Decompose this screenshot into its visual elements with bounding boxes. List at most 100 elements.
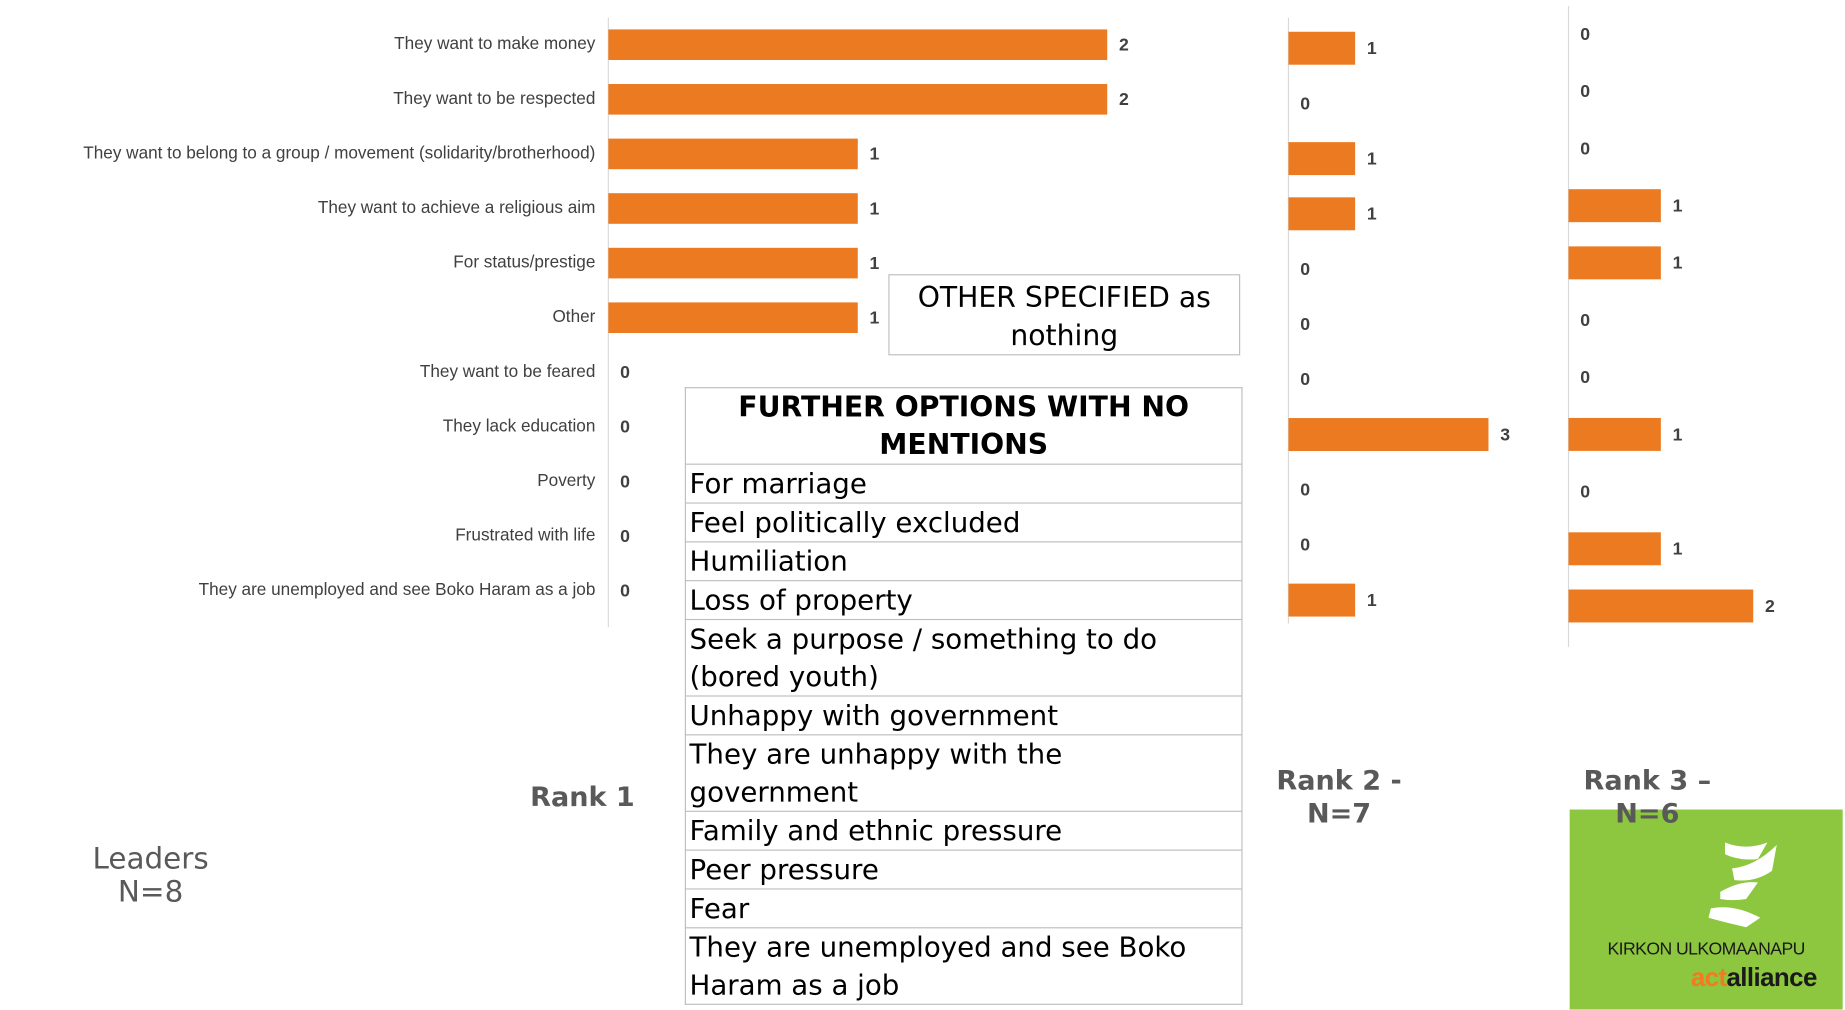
table-cell: Humiliation bbox=[684, 541, 1243, 582]
bar bbox=[1288, 197, 1356, 231]
value-label: 1 bbox=[1367, 590, 1377, 610]
logo-act: act bbox=[1690, 962, 1727, 992]
value-label: 0 bbox=[1580, 481, 1590, 501]
bar bbox=[608, 29, 1108, 61]
rank-label: Rank 3 – N=6 bbox=[1565, 765, 1730, 831]
rank-line: Rank 2 - bbox=[1276, 766, 1402, 797]
category-label: Poverty bbox=[537, 470, 596, 490]
bar bbox=[1568, 589, 1754, 623]
table-cell: Loss of property bbox=[684, 580, 1243, 621]
table-row: Humiliation bbox=[684, 541, 1243, 582]
table-cell: For marriage bbox=[684, 463, 1243, 504]
table-cell: Peer pressure bbox=[684, 849, 1243, 890]
bar bbox=[608, 138, 858, 170]
value-label: 0 bbox=[1300, 535, 1310, 555]
table-row: Feel politically excluded bbox=[684, 502, 1243, 543]
table-row: For marriage bbox=[684, 463, 1243, 504]
logo-text: KIRKON ULKOMAANAPU bbox=[1607, 938, 1805, 959]
value-label: 1 bbox=[1367, 38, 1377, 58]
value-label: 0 bbox=[1580, 138, 1590, 158]
table-body: For marriage Feel politically excluded Hum… bbox=[684, 463, 1243, 1005]
table-cell: Feel politically excluded bbox=[684, 502, 1243, 543]
table-header-row: FURTHER OPTIONS WITH NO MENTIONS bbox=[684, 387, 1243, 465]
value-label: 1 bbox=[870, 198, 880, 218]
table-cell: They are unemployed and see Boko Haram a… bbox=[684, 927, 1243, 1005]
category-label: They lack education bbox=[443, 415, 596, 435]
value-label: 0 bbox=[1300, 369, 1310, 389]
value-label: 1 bbox=[1673, 539, 1683, 559]
logo-text: actalliance bbox=[1690, 962, 1818, 994]
bar bbox=[1288, 418, 1489, 452]
table-cell: Seek a purpose / something to do (bored … bbox=[684, 618, 1243, 697]
value-label: 1 bbox=[1367, 204, 1377, 224]
category-label: They want to make money bbox=[394, 33, 596, 53]
value-label: 2 bbox=[1119, 35, 1129, 55]
other-note: OTHER SPECIFIED as nothing bbox=[888, 274, 1241, 356]
table-row: Fear bbox=[684, 888, 1243, 929]
value-label: 0 bbox=[1300, 480, 1310, 500]
category-label: They want to achieve a religious aim bbox=[318, 197, 596, 217]
category-label: Frustrated with life bbox=[455, 525, 595, 545]
logo-icon bbox=[1708, 842, 1777, 928]
bar bbox=[1568, 189, 1661, 223]
value-label: 1 bbox=[870, 308, 880, 328]
table-row: Family and ethnic pressure bbox=[684, 810, 1243, 851]
value-label: 1 bbox=[1673, 253, 1683, 273]
value-label: 2 bbox=[1765, 596, 1775, 616]
category-label: They want to be feared bbox=[420, 361, 595, 381]
value-label: 1 bbox=[1367, 148, 1377, 168]
value-label: 2 bbox=[1119, 89, 1129, 109]
value-label: 0 bbox=[1580, 81, 1590, 101]
bar bbox=[608, 302, 858, 333]
table-cell: They are unhappy with the government bbox=[684, 734, 1243, 812]
value-label: 0 bbox=[1580, 367, 1590, 387]
value-label: 0 bbox=[1300, 93, 1310, 113]
bar bbox=[1568, 532, 1661, 566]
leaders-label: Leaders N=8 bbox=[68, 842, 233, 908]
table-row: Loss of property bbox=[684, 580, 1243, 621]
options-table: FURTHER OPTIONS WITH NO MENTIONS For mar… bbox=[684, 387, 1243, 1005]
bar bbox=[608, 84, 1108, 115]
category-label: Other bbox=[552, 306, 595, 326]
bar bbox=[608, 193, 858, 224]
bar bbox=[1288, 142, 1356, 176]
value-label: 0 bbox=[1300, 314, 1310, 334]
value-label: 0 bbox=[620, 471, 630, 491]
value-label: 1 bbox=[1673, 424, 1683, 444]
leaders-line: Leaders bbox=[92, 841, 209, 876]
bar bbox=[608, 247, 858, 279]
rank-label: Rank 2 - N=7 bbox=[1257, 765, 1422, 831]
leaders-line: N=8 bbox=[117, 874, 184, 909]
table-row: Peer pressure bbox=[684, 849, 1243, 890]
bar bbox=[1568, 246, 1661, 280]
bar bbox=[1288, 583, 1356, 617]
value-label: 0 bbox=[620, 581, 630, 601]
bar bbox=[1288, 31, 1356, 65]
table-cell: Fear bbox=[684, 888, 1243, 929]
table-row: Unhappy with government bbox=[684, 695, 1243, 736]
category-label: They are unemployed and see Boko Haram a… bbox=[199, 579, 596, 599]
table-header: FURTHER OPTIONS WITH NO MENTIONS bbox=[684, 387, 1243, 465]
rank-line: N=7 bbox=[1306, 798, 1372, 830]
rank-line: Rank 3 – bbox=[1583, 766, 1712, 797]
bar bbox=[1568, 417, 1661, 451]
category-label: They want to be respected bbox=[393, 88, 595, 108]
rank-line: N=6 bbox=[1615, 798, 1680, 830]
logo: KIRKON ULKOMAANAPU actalliance bbox=[1569, 809, 1843, 1010]
table-row: They are unemployed and see Boko Haram a… bbox=[684, 927, 1243, 1005]
category-label: They want to belong to a group / movemen… bbox=[83, 142, 595, 162]
value-label: 0 bbox=[620, 526, 630, 546]
value-label: 0 bbox=[1300, 259, 1310, 279]
rank-label: Rank 1 bbox=[530, 782, 635, 814]
value-label: 0 bbox=[620, 417, 630, 437]
category-label: For status/prestige bbox=[453, 252, 595, 272]
table-cell: Family and ethnic pressure bbox=[684, 810, 1243, 851]
value-label: 1 bbox=[1673, 196, 1683, 216]
value-label: 1 bbox=[870, 144, 880, 164]
value-label: 1 bbox=[870, 253, 880, 273]
value-label: 0 bbox=[620, 362, 630, 382]
logo-alliance: alliance bbox=[1726, 962, 1817, 992]
value-label: 0 bbox=[1580, 310, 1590, 330]
